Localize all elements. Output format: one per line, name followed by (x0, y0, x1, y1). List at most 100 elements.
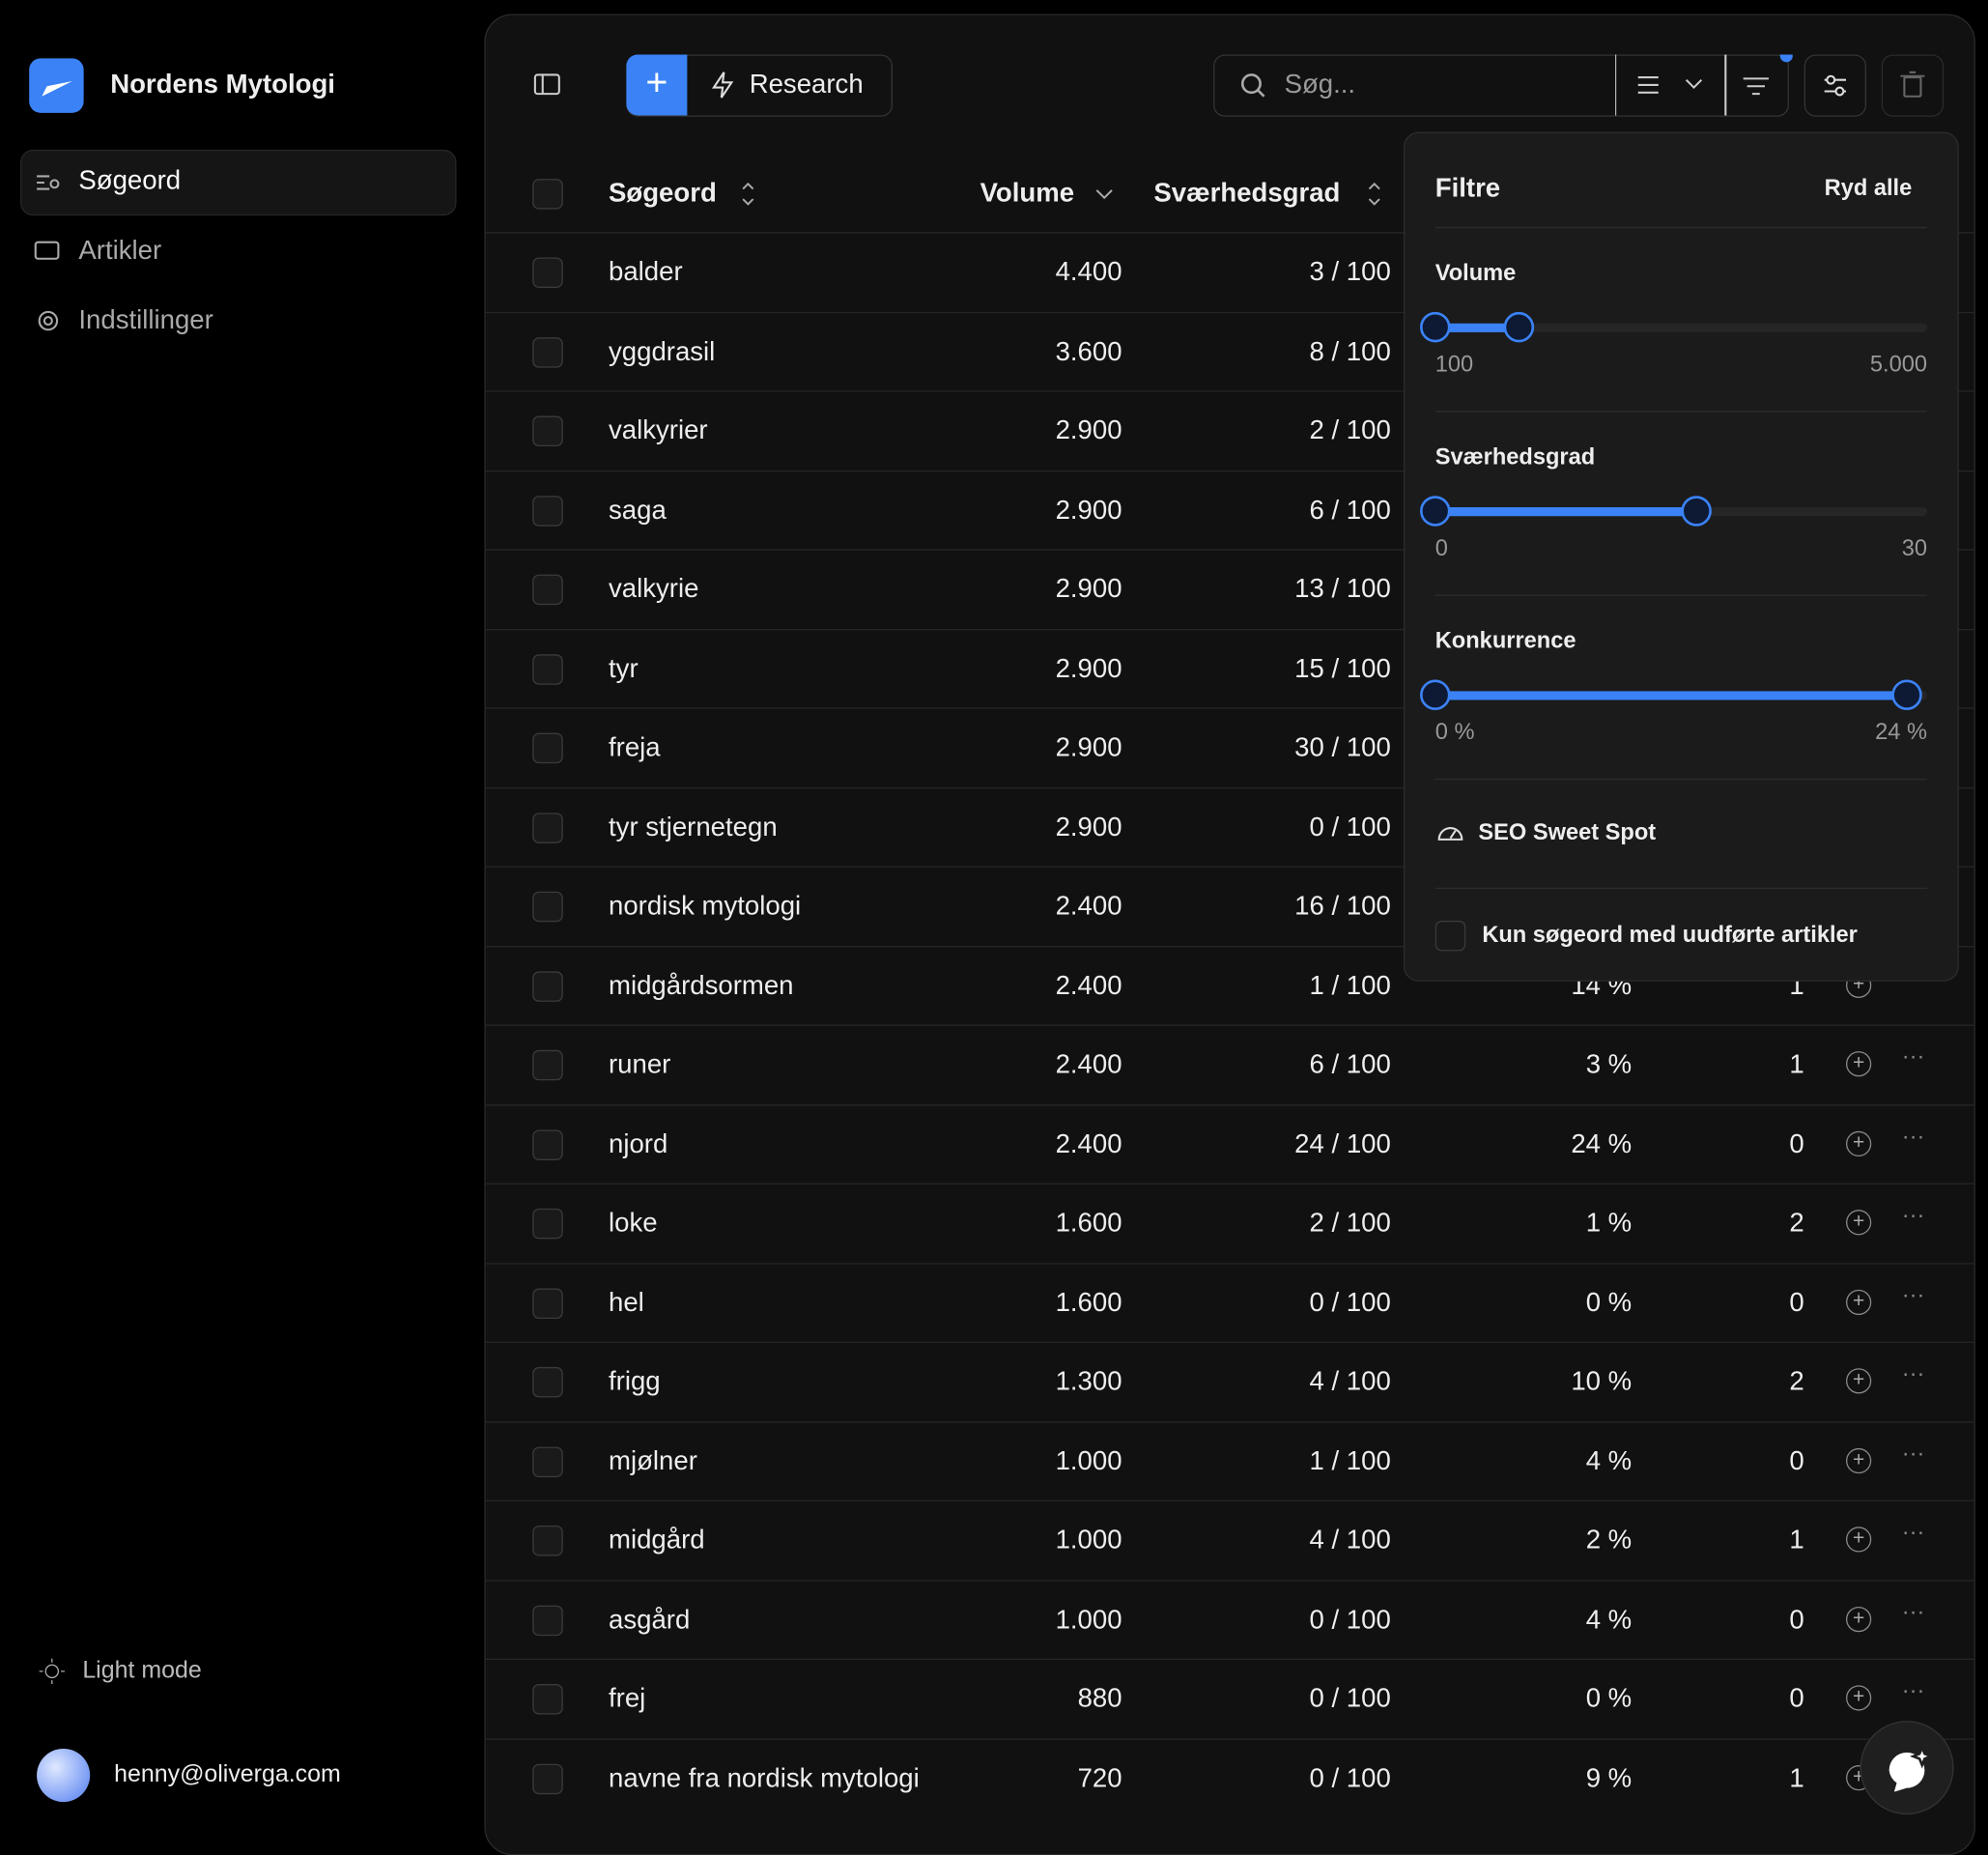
slider-knob[interactable] (1420, 312, 1451, 343)
slider-fill (1435, 507, 1696, 516)
header[interactable]: Søgeord (609, 179, 717, 210)
table-row[interactable]: asgård1.0000 / 1004 %0+··· (484, 1580, 1975, 1660)
cell: loke (609, 1209, 658, 1240)
slider-knob[interactable] (1504, 312, 1535, 343)
cell: midgårdsormen (609, 971, 794, 1002)
more-icon[interactable]: ··· (1902, 1281, 1925, 1308)
cell: 2.400 (1056, 1129, 1122, 1160)
add-icon[interactable]: + (1846, 1051, 1871, 1076)
table-row[interactable]: frej8800 / 1000 %0+··· (484, 1659, 1975, 1739)
table-row[interactable]: njord2.40024 / 10024 %0+··· (484, 1104, 1975, 1184)
cell: 0 / 100 (1310, 1763, 1391, 1794)
more-icon[interactable]: ··· (1902, 1519, 1925, 1546)
cell: frigg (609, 1367, 661, 1398)
row-checkbox[interactable] (532, 1288, 563, 1319)
row-checkbox[interactable] (532, 1526, 563, 1556)
row-checkbox[interactable] (532, 813, 563, 843)
row-checkbox[interactable] (532, 1367, 563, 1398)
more-icon[interactable]: ··· (1902, 1677, 1925, 1704)
filter-title: Filtre (1435, 174, 1500, 205)
slider-knob[interactable] (1420, 680, 1451, 711)
row-checkbox[interactable] (532, 416, 563, 447)
cell: frej (609, 1684, 645, 1715)
more-icon[interactable]: ··· (1902, 1360, 1925, 1387)
cell: 3.600 (1056, 336, 1122, 367)
table-row[interactable]: hel1.6000 / 1000 %0+··· (484, 1263, 1975, 1343)
row-checkbox[interactable] (532, 496, 563, 527)
row-checkbox[interactable] (532, 1446, 563, 1477)
research-button[interactable]: Research (750, 70, 864, 100)
nav-item[interactable]: Søgeord (78, 166, 181, 197)
cell: balder (609, 257, 683, 288)
nav-icons (33, 170, 64, 335)
add-button[interactable]: + (626, 54, 687, 115)
nav-item[interactable]: Artikler (78, 236, 161, 267)
add-icon[interactable]: + (1846, 1130, 1871, 1156)
row-checkbox[interactable] (532, 1129, 563, 1160)
add-icon[interactable]: + (1846, 1368, 1871, 1393)
checkbox[interactable] (1435, 921, 1466, 952)
table-row[interactable]: navne fra nordisk mytologi7200 / 1009 %1… (484, 1738, 1975, 1818)
search-placeholder[interactable]: Søg... (1285, 70, 1356, 100)
cell: 3 / 100 (1310, 257, 1391, 288)
cell: 24 / 100 (1294, 1129, 1391, 1160)
more-icon[interactable]: ··· (1902, 1123, 1925, 1150)
more-icon[interactable]: ··· (1902, 1598, 1925, 1625)
row-checkbox[interactable] (532, 257, 563, 288)
add-icon[interactable]: + (1846, 1289, 1871, 1314)
slider-track[interactable] (1435, 324, 1927, 332)
slider-knob[interactable] (1420, 496, 1451, 527)
slider-track[interactable] (1435, 507, 1927, 516)
table-row[interactable]: frigg1.3004 / 10010 %2+··· (484, 1342, 1975, 1422)
row-checkbox[interactable] (532, 1763, 563, 1794)
table-row[interactable]: runer2.4006 / 1003 %1+··· (484, 1025, 1975, 1105)
settings-button[interactable] (1804, 54, 1866, 116)
cell: 0 / 100 (1310, 1605, 1391, 1636)
separator (1435, 888, 1927, 889)
view-controls[interactable] (1615, 54, 1793, 115)
add-icon[interactable]: + (1846, 1527, 1871, 1552)
slider-knob[interactable] (1892, 680, 1923, 711)
row-checkbox[interactable] (532, 1605, 563, 1636)
row-checkbox[interactable] (532, 654, 563, 685)
cell: runer (609, 1050, 670, 1081)
separator (1435, 779, 1927, 780)
more-icon[interactable]: ··· (1902, 1202, 1925, 1229)
only-unwritten[interactable]: Kun søgeord med uudførte artikler (1482, 922, 1858, 949)
add-icon[interactable]: + (1846, 1447, 1871, 1472)
row-checkbox[interactable] (532, 892, 563, 923)
row-checkbox[interactable] (532, 1684, 563, 1715)
assistant-button[interactable] (1860, 1721, 1953, 1814)
select-all[interactable] (532, 179, 563, 210)
theme-toggle[interactable]: Light mode (82, 1657, 201, 1685)
add-icon[interactable]: + (1846, 1210, 1871, 1235)
more-icon[interactable]: ··· (1902, 1043, 1925, 1070)
table-row[interactable]: loke1.6002 / 1001 %2+··· (484, 1184, 1975, 1264)
add-icon[interactable]: + (1846, 1685, 1871, 1710)
table-row[interactable]: midgård1.0004 / 1002 %1+··· (484, 1500, 1975, 1581)
row-checkbox[interactable] (532, 1050, 563, 1081)
sweet-spot[interactable]: SEO Sweet Spot (1478, 819, 1656, 846)
cell: mjølner (609, 1446, 697, 1477)
cell: 0 (1789, 1446, 1803, 1477)
row-checkbox[interactable] (532, 1209, 563, 1240)
cell: 0 (1789, 1288, 1803, 1319)
sidebar-toggle[interactable] (532, 71, 563, 100)
separator (1435, 227, 1927, 228)
nav-item[interactable]: Indstillinger (78, 305, 213, 336)
cell: 24 % (1571, 1129, 1632, 1160)
clear-all[interactable]: Ryd alle (1825, 175, 1913, 202)
row-checkbox[interactable] (532, 733, 563, 764)
cell: 4 / 100 (1310, 1367, 1391, 1398)
row-checkbox[interactable] (532, 575, 563, 606)
row-checkbox[interactable] (532, 971, 563, 1002)
slider-track[interactable] (1435, 691, 1927, 699)
avatar[interactable] (37, 1749, 90, 1802)
delete-button[interactable] (1882, 54, 1944, 116)
more-icon[interactable]: ··· (1902, 1440, 1925, 1467)
slider-knob[interactable] (1681, 496, 1712, 527)
table-row[interactable]: mjølner1.0001 / 1004 %0+··· (484, 1421, 1975, 1501)
add-icon[interactable]: + (1846, 1606, 1871, 1631)
row-checkbox[interactable] (532, 336, 563, 367)
cell: 4 % (1586, 1446, 1632, 1477)
